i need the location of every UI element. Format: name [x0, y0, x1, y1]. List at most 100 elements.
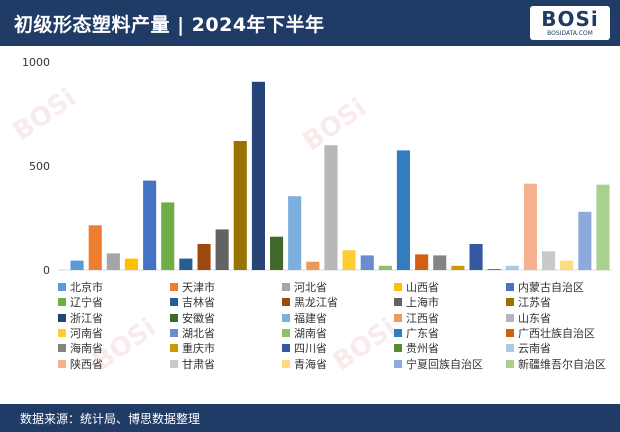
- legend-item: 云南省: [506, 342, 551, 356]
- bar-16: [342, 250, 356, 270]
- legend-swatch: [170, 283, 178, 291]
- legend-label: 辽宁省: [70, 296, 103, 310]
- bar-chart: 0 500 1000: [22, 56, 612, 277]
- legend-label: 福建省: [294, 311, 327, 325]
- legend-label: 山西省: [406, 281, 439, 294]
- legend-swatch: [506, 359, 514, 368]
- bar-4: [124, 258, 138, 270]
- footer-bar: 数据来源：统计局、博思数据整理: [0, 404, 620, 432]
- legend-label: 湖北省: [182, 326, 215, 340]
- legend-label: 青海省: [294, 357, 327, 371]
- legend-label: 四川省: [294, 342, 327, 356]
- legend-swatch: [394, 313, 402, 322]
- legend-swatch: [394, 359, 402, 368]
- legend-swatch: [58, 298, 66, 307]
- bar-11: [251, 81, 265, 270]
- legend-item: 吉林省: [170, 296, 215, 310]
- watermark: BOSi: [327, 312, 402, 378]
- bar-3: [106, 253, 120, 270]
- legend-label: 黑龙江省: [294, 296, 338, 310]
- legend-label: 浙江省: [70, 311, 103, 325]
- bar-18: [378, 265, 392, 270]
- legend-item: 广西壮族自治区: [506, 327, 595, 341]
- legend-item: 重庆市: [170, 342, 215, 356]
- legend-item: 江西省: [394, 312, 439, 326]
- legend-item: 辽宁省: [58, 296, 103, 310]
- legend-item: 山西省: [394, 281, 439, 295]
- legend-swatch: [282, 359, 290, 368]
- legend-label: 新疆维吾尔自治区: [518, 357, 606, 371]
- bar-14: [306, 261, 320, 270]
- y-tick-label: 500: [29, 160, 50, 173]
- legend-swatch: [170, 359, 178, 368]
- legend-swatch: [282, 283, 290, 291]
- legend-swatch: [282, 313, 290, 322]
- legend-swatch: [506, 313, 514, 322]
- legend-swatch: [282, 298, 290, 307]
- legend-item: 湖北省: [170, 327, 215, 341]
- legend-label: 北京市: [70, 281, 103, 294]
- bosi-logo: BOSi BOSIDATA.COM: [530, 6, 610, 40]
- bar-10: [233, 141, 247, 270]
- legend-item: 北京市: [58, 281, 103, 295]
- legend-swatch: [170, 298, 178, 307]
- legend-label: 河北省: [294, 281, 327, 294]
- legend-swatch: [506, 328, 514, 337]
- legend-swatch: [506, 298, 514, 307]
- legend-item: 安徽省: [170, 312, 215, 326]
- legend-swatch: [394, 328, 402, 337]
- legend-label: 安徽省: [182, 311, 215, 325]
- legend-label: 云南省: [518, 342, 551, 356]
- legend-label: 贵州省: [406, 342, 439, 356]
- legend-swatch: [506, 283, 514, 291]
- legend-label: 甘肃省: [182, 357, 215, 371]
- legend-item: 广东省: [394, 327, 439, 341]
- legend-item: 山东省: [506, 312, 551, 326]
- legend-item: 内蒙古自治区: [506, 281, 584, 295]
- legend-label: 重庆市: [182, 342, 215, 356]
- bar-6: [161, 202, 175, 270]
- legend-label: 广西壮族自治区: [518, 326, 595, 340]
- legend-item: 四川省: [282, 342, 327, 356]
- legend-swatch: [282, 328, 290, 337]
- legend-label: 山东省: [518, 311, 551, 325]
- legend-swatch: [58, 359, 66, 368]
- legend-item: 江苏省: [506, 296, 551, 310]
- legend-item: 上海市: [394, 296, 439, 310]
- legend-swatch: [394, 283, 402, 291]
- legend-swatch: [282, 344, 290, 353]
- bar-9: [215, 229, 229, 270]
- bar-24: [487, 269, 501, 270]
- legend-item: 黑龙江省: [282, 296, 338, 310]
- legend-label: 海南省: [70, 342, 103, 356]
- bar-22: [451, 265, 465, 270]
- bar-29: [578, 211, 592, 270]
- logo-subtext: BOSIDATA.COM: [547, 30, 593, 37]
- bar-30: [596, 184, 610, 270]
- legend-label: 湖南省: [294, 326, 327, 340]
- legend-item: 贵州省: [394, 342, 439, 356]
- legend-swatch: [58, 313, 66, 322]
- bar-5: [143, 180, 157, 270]
- bar-15: [324, 145, 338, 270]
- legend-item: 河南省: [58, 327, 103, 341]
- legend-label: 宁夏回族自治区: [406, 357, 483, 371]
- legend-label: 吉林省: [182, 296, 215, 310]
- legend-item: 青海省: [282, 358, 327, 372]
- legend-label: 内蒙古自治区: [518, 281, 584, 294]
- y-tick-label: 1000: [22, 56, 50, 69]
- legend-item: 海南省: [58, 342, 103, 356]
- y-tick-label: 0: [43, 264, 50, 277]
- legend-swatch: [58, 344, 66, 353]
- header-bar: 初级形态塑料产量 | 2024年下半年 BOSi BOSIDATA.COM: [0, 0, 620, 46]
- bar-20: [415, 254, 429, 270]
- legend-label: 天津市: [182, 281, 215, 294]
- legend-label: 上海市: [406, 296, 439, 310]
- legend-item: 天津市: [170, 281, 215, 295]
- legend-item: 湖南省: [282, 327, 327, 341]
- bar-17: [360, 255, 374, 270]
- bar-13: [288, 196, 302, 270]
- bar-2: [88, 225, 102, 270]
- legend-item: 新疆维吾尔自治区: [506, 358, 606, 372]
- legend-item: 浙江省: [58, 312, 103, 326]
